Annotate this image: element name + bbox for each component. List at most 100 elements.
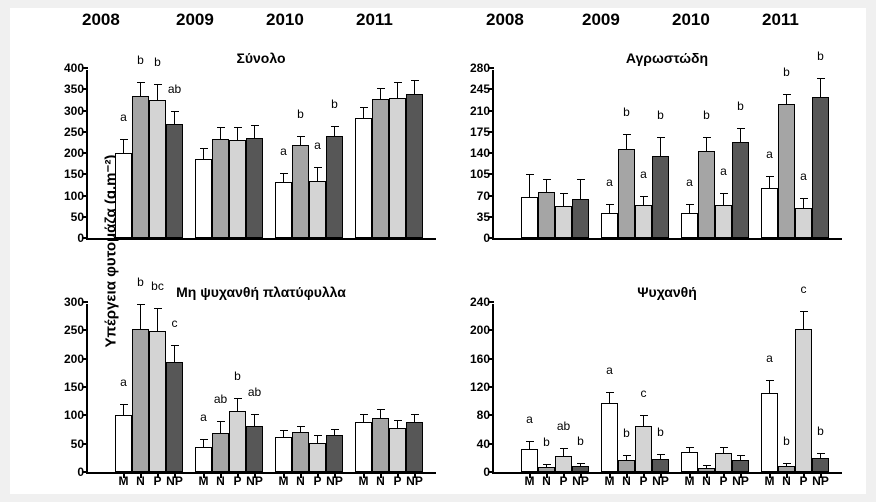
y-tick-label: 35 <box>477 210 490 224</box>
y-tick-label: 210 <box>470 104 490 118</box>
bar <box>275 437 292 472</box>
y-tick-label: 80 <box>477 408 490 422</box>
error-cap <box>766 176 774 177</box>
significance-letter: b <box>331 97 338 111</box>
x-tick <box>300 474 302 478</box>
significance-letter: b <box>137 275 144 289</box>
error-bar <box>157 309 158 332</box>
error-cap <box>657 137 665 138</box>
error-bar <box>626 456 627 460</box>
significance-letter: bc <box>151 279 164 293</box>
significance-letter: a <box>766 147 773 161</box>
error-bar <box>283 174 284 182</box>
error-bar <box>380 89 381 99</box>
error-cap <box>377 88 385 89</box>
error-bar <box>660 138 661 156</box>
error-cap <box>800 198 808 199</box>
error-bar <box>300 427 301 433</box>
significance-letter: b <box>234 369 241 383</box>
error-cap <box>234 127 242 128</box>
significance-letter: a <box>640 167 647 181</box>
y-tick-label: 400 <box>64 61 84 75</box>
y-tick-label: 70 <box>477 189 490 203</box>
panel-total: Σύνολο050100150200250300350400abbababab <box>86 70 436 240</box>
x-tick <box>740 474 742 478</box>
error-bar <box>786 95 787 105</box>
error-bar <box>723 448 724 453</box>
y-tick-label: 200 <box>64 352 84 366</box>
error-bar <box>397 83 398 98</box>
error-bar <box>363 415 364 422</box>
error-cap <box>526 174 534 175</box>
y-tick-label: 175 <box>470 125 490 139</box>
error-cap <box>394 82 402 83</box>
x-tick <box>334 474 336 478</box>
x-tick <box>769 474 771 478</box>
significance-letter: b <box>543 435 550 449</box>
error-cap <box>171 111 179 112</box>
error-cap <box>280 430 288 431</box>
y-tick-label: 140 <box>470 146 490 160</box>
bar <box>246 426 263 472</box>
error-cap <box>297 426 305 427</box>
bar <box>166 124 183 238</box>
bar <box>309 443 326 472</box>
y-tick-label: 200 <box>64 146 84 160</box>
error-cap <box>297 136 305 137</box>
significance-letter: a <box>120 375 127 389</box>
x-tick <box>563 474 565 478</box>
error-bar <box>546 465 547 467</box>
error-bar <box>529 175 530 196</box>
error-bar <box>254 415 255 425</box>
panel-title: Ψυχανθή <box>492 284 842 300</box>
error-cap <box>766 380 774 381</box>
y-tick-label: 0 <box>77 231 84 245</box>
significance-letter: ab <box>248 385 261 399</box>
panel-forbs: Μη ψυχανθή πλατύφυλλα050100150200250300a… <box>86 304 436 474</box>
error-cap <box>817 78 825 79</box>
error-cap <box>720 447 728 448</box>
error-bar <box>820 454 821 458</box>
significance-letter: a <box>120 110 127 124</box>
x-tick <box>820 474 822 478</box>
error-bar <box>254 126 255 138</box>
bar <box>698 151 715 238</box>
error-cap <box>640 196 648 197</box>
x-tick <box>786 474 788 478</box>
y-tick-label: 280 <box>470 61 490 75</box>
bar <box>732 142 749 238</box>
bar <box>618 149 635 238</box>
error-cap <box>360 107 368 108</box>
x-tick <box>414 474 416 478</box>
bar <box>635 205 652 238</box>
error-cap <box>800 311 808 312</box>
error-cap <box>217 421 225 422</box>
significance-letter: b <box>817 49 824 63</box>
error-bar <box>397 421 398 428</box>
error-bar <box>803 199 804 208</box>
year-header: 2010 <box>266 10 304 34</box>
error-bar <box>706 466 707 467</box>
error-bar <box>689 205 690 212</box>
error-bar <box>157 85 158 100</box>
y-tick-label: 100 <box>64 189 84 203</box>
x-tick <box>140 474 142 478</box>
error-bar <box>740 456 741 460</box>
y-tick-label: 0 <box>77 465 84 479</box>
plot-area: 04080120160200240aMbNabPbNPaMbNcPbNPMNPN… <box>492 304 842 474</box>
y-tick-label: 120 <box>470 380 490 394</box>
significance-letter: b <box>817 424 824 438</box>
error-cap <box>171 345 179 346</box>
error-cap <box>783 463 791 464</box>
error-cap <box>331 429 339 430</box>
bar <box>555 456 572 472</box>
error-cap <box>280 173 288 174</box>
x-tick <box>660 474 662 478</box>
significance-letter: a <box>200 410 207 424</box>
x-tick <box>397 474 399 478</box>
error-cap <box>543 179 551 180</box>
error-bar <box>803 312 804 329</box>
error-bar <box>237 399 238 410</box>
error-bar <box>283 431 284 437</box>
error-cap <box>137 304 145 305</box>
